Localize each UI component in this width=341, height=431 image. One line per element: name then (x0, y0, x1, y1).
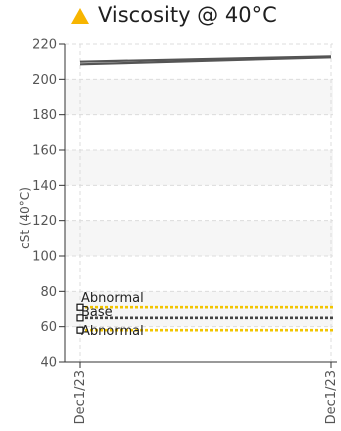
plot-band (65, 150, 333, 186)
reference-marker (76, 303, 84, 311)
plot-band (65, 220, 333, 256)
x-axis-ticks: Dec1/23 Dec1/23 (65, 361, 339, 424)
y-tick-label: 200 (32, 73, 57, 88)
chart-title: Viscosity @ 40°C (98, 3, 277, 27)
y-tick-label: 100 (32, 250, 57, 265)
y-tick-label: 120 (32, 214, 57, 229)
plot-band (65, 79, 333, 115)
plot-grid (65, 43, 333, 363)
y-tick-label: 40 (40, 356, 57, 371)
reference-label: Base (81, 305, 113, 320)
y-tick-label: 180 (32, 108, 57, 123)
reference-lines (76, 303, 333, 334)
y-tick-label: 140 (32, 179, 57, 194)
reference-label: Abnormal (81, 324, 144, 339)
reference-label: Abnormal (81, 291, 144, 306)
y-tick-label: 220 (32, 38, 57, 53)
chart-header: Viscosity @ 40°C (0, 0, 341, 34)
y-tick-label: 80 (40, 285, 57, 300)
plot-bands (65, 79, 333, 327)
series-line (79, 55, 332, 63)
y-tick-label: 160 (32, 144, 57, 159)
reference-marker (76, 326, 84, 334)
plot-band (65, 291, 333, 327)
x-tick-label: Dec1/23 (73, 370, 88, 424)
series-line (79, 56, 332, 66)
reference-marker (76, 314, 84, 322)
warning-triangle-icon (71, 8, 89, 24)
data-series (79, 55, 332, 66)
y-tick-label: 60 (40, 320, 57, 335)
y-axis-title: cSt (40°C) (18, 187, 32, 249)
x-tick-label: Dec1/23 (324, 370, 339, 424)
y-axis-ticks: 40 60 80 100 120 140 160 180 200 220 (32, 38, 66, 371)
